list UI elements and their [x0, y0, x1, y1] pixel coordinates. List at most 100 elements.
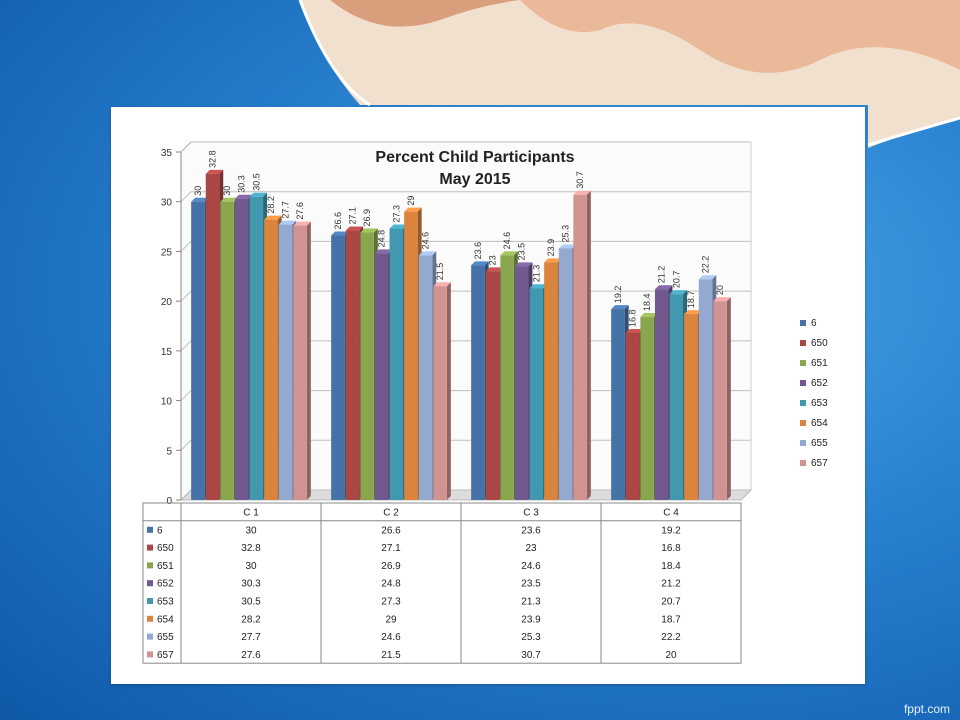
bar-top-face [220, 197, 238, 202]
table-cell: 27.1 [381, 543, 401, 554]
table-row-swatch [147, 615, 153, 622]
bar [418, 255, 433, 500]
bar [684, 314, 698, 500]
table-cell: 29 [385, 614, 397, 625]
y-tick-label: 30 [161, 198, 173, 209]
table-row-swatch [147, 562, 153, 569]
table-cell: 27.3 [381, 597, 401, 608]
legend-swatch [800, 440, 806, 446]
bar-top-face [404, 207, 422, 212]
bar [654, 289, 669, 500]
bar-top-face [500, 251, 518, 256]
legend-swatch [800, 400, 806, 406]
data-label: 23 [488, 255, 498, 265]
data-label: 20.7 [671, 271, 681, 289]
bar [573, 194, 587, 501]
legend-swatch [800, 380, 806, 386]
bar [529, 288, 544, 500]
category-label: C 4 [663, 508, 679, 519]
bar-top-face [514, 262, 533, 267]
table-cell: 24.6 [381, 632, 401, 643]
bar-top-face [625, 328, 644, 333]
table-cell: 21.3 [521, 597, 541, 608]
bar [360, 232, 374, 500]
data-label: 30.5 [251, 173, 261, 191]
table-row-label: 650 [157, 543, 174, 554]
y-tick-label: 5 [166, 446, 172, 457]
table-cell: 25.3 [521, 632, 541, 643]
bar [345, 230, 360, 500]
bar-top-face [345, 226, 364, 231]
bar-chart: 0 5 10 15 20 25 30 35 30 32.8 30 30.3 30.5 28.2 27.7 2… [142, 141, 828, 664]
y-tick-label: 10 [161, 397, 173, 408]
data-label: 18.7 [686, 291, 696, 309]
legend-swatch [800, 420, 806, 426]
data-label: 26.9 [362, 209, 372, 227]
data-label: 23.9 [546, 239, 556, 257]
data-label: 27.7 [281, 201, 291, 219]
chart-title-line-1: Percent Child Participants [375, 149, 574, 166]
table-row-swatch [147, 651, 153, 658]
table-cell: 28.2 [241, 614, 261, 625]
bar [234, 198, 249, 500]
bar-top-face [433, 282, 451, 287]
data-label: 30.3 [237, 175, 247, 193]
legend-swatch [800, 460, 806, 466]
footer-brand: fppt.com [903, 702, 950, 716]
table-cell: 16.8 [661, 543, 681, 554]
bar-top-face [611, 305, 629, 310]
legend-label: 6 [811, 318, 817, 329]
table-cell: 30.7 [521, 650, 541, 661]
bar-top-face [544, 258, 562, 263]
bar-top-face [264, 215, 282, 220]
bar-top-face [698, 275, 717, 280]
data-label: 22.2 [701, 256, 711, 274]
chart-card: 0 5 10 15 20 25 30 35 30 32.8 30 30.3 30.5 28.2 27.7 2… [111, 107, 865, 684]
bar-top-face [331, 231, 349, 236]
bar-top-face [485, 267, 504, 272]
legend-label: 652 [811, 378, 828, 389]
bar [625, 332, 640, 500]
bar [205, 173, 220, 501]
data-label: 25.3 [561, 225, 571, 243]
data-label: 28.2 [266, 196, 276, 214]
bar [331, 235, 345, 500]
table-cell: 30.3 [241, 579, 261, 590]
table-row-label: 6 [157, 525, 163, 536]
data-label: 24.6 [421, 232, 431, 250]
bar-side-face [726, 297, 731, 500]
table-row-swatch [147, 598, 153, 604]
table-row-swatch [147, 544, 153, 551]
legend-label: 651 [811, 358, 828, 369]
banner-swoosh-line [298, 0, 371, 107]
bar [500, 255, 514, 500]
table-cell: 24.6 [521, 561, 541, 572]
table-row-label: 651 [157, 561, 174, 572]
bar [698, 279, 713, 500]
bar [514, 266, 529, 500]
table-cell: 23.6 [521, 525, 541, 536]
bar [264, 219, 278, 500]
table-row-swatch [147, 633, 153, 640]
bar-top-face [360, 228, 378, 233]
gridline [180, 191, 751, 203]
bar-top-face [374, 249, 393, 254]
data-label: 21.5 [435, 263, 445, 281]
data-label: 24.8 [377, 230, 387, 248]
category-label: C 2 [383, 508, 399, 519]
data-label: 21.2 [657, 266, 667, 284]
table-cell: 27.6 [241, 650, 261, 661]
category-label: C 3 [523, 508, 539, 519]
table-row-swatch [147, 580, 153, 587]
bar-top-face [191, 197, 209, 202]
data-label: 16.8 [628, 309, 638, 327]
table-cell: 26.9 [381, 561, 401, 572]
bar-top-face [573, 190, 591, 195]
bar [433, 286, 447, 500]
bar [220, 201, 234, 500]
legend-label: 655 [811, 438, 828, 449]
y-tick-label: 25 [161, 247, 173, 258]
bar-top-face [640, 313, 658, 318]
y-tick-label: 20 [161, 297, 173, 308]
legend-swatch [800, 320, 806, 326]
